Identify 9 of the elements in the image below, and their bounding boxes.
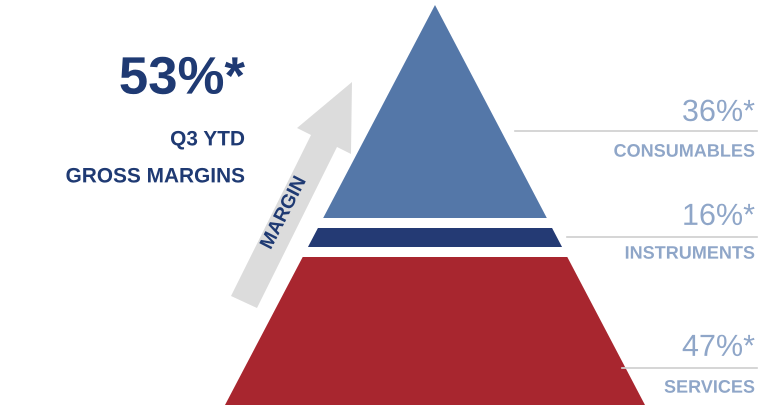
data-label: 16%* [684,204,755,226]
category-label: INSTRUMENTS [626,246,754,259]
category-label: CONSUMABLES [614,144,754,157]
text: Q3 YTD [170,130,244,150]
data-label: 36%* [683,100,755,122]
data-label: 47%* [682,334,755,356]
text: GROSS MARGINS [66,168,244,183]
text: 53%* [120,56,245,94]
category-label: SERVICES [664,380,754,393]
